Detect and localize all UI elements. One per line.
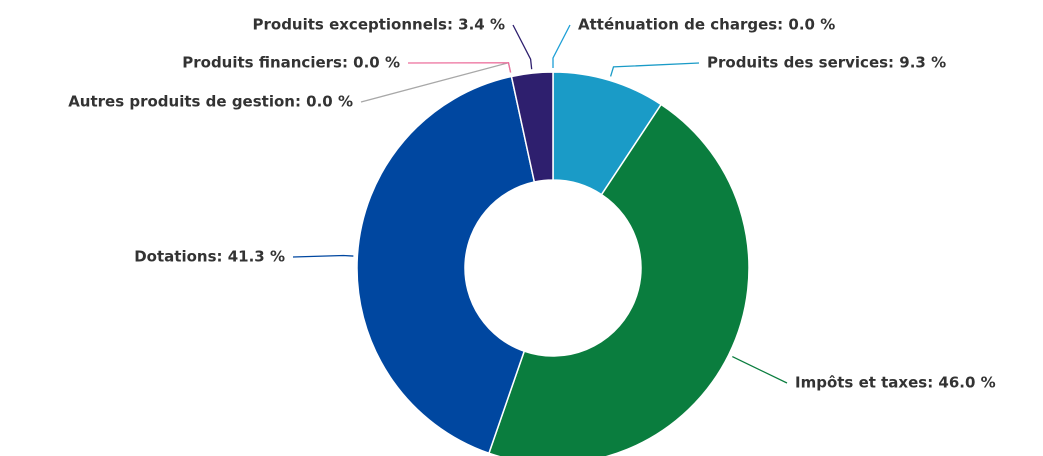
donut-segment [487, 103, 750, 456]
data-label: Atténuation de charges: 0.0 % [578, 16, 835, 34]
data-label: Impôts et taxes: 46.0 % [795, 374, 996, 392]
donut-segment [356, 75, 536, 455]
donut-segment [510, 71, 554, 183]
label-connector [292, 254, 354, 258]
label-connector [512, 24, 533, 70]
label-connector [552, 24, 571, 68]
label-connector [732, 355, 788, 384]
data-label: Dotations: 41.3 % [134, 248, 285, 266]
label-connector [609, 62, 700, 77]
label-connector [407, 62, 512, 73]
data-label: Produits des services: 9.3 % [707, 54, 946, 72]
data-label: Produits financiers: 0.0 % [182, 54, 400, 72]
data-label: Produits exceptionnels: 3.4 % [253, 16, 506, 34]
data-label: Autres produits de gestion: 0.0 % [68, 93, 353, 111]
